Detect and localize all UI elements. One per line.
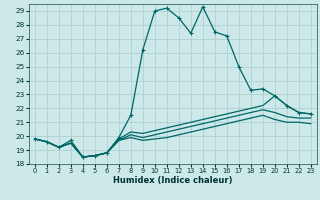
X-axis label: Humidex (Indice chaleur): Humidex (Indice chaleur) bbox=[113, 176, 233, 185]
